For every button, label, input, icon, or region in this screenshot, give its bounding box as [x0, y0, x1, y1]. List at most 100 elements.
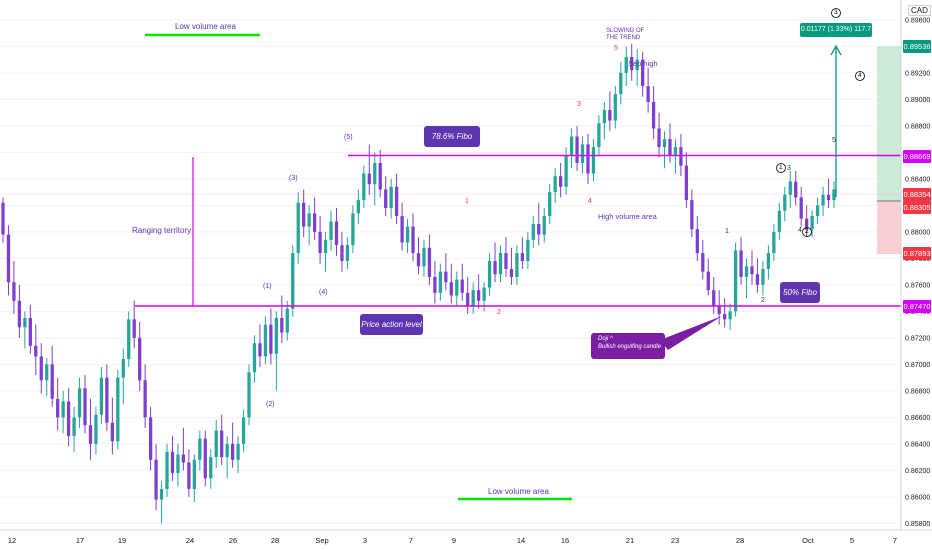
candle-body [493, 261, 497, 275]
candle-body [17, 300, 22, 328]
candle [487, 253, 492, 296]
candle-body [121, 359, 125, 378]
candle-body [646, 86, 650, 103]
candle [712, 276, 716, 315]
candle [777, 202, 781, 240]
candle [373, 152, 377, 206]
candle [17, 284, 22, 338]
candle [438, 263, 443, 301]
candle-body [832, 189, 836, 201]
candle-body [334, 221, 339, 246]
candle-body [553, 176, 557, 193]
wave-label-minor-1: 1 [725, 228, 729, 235]
candle [274, 311, 278, 391]
candle-body [509, 268, 514, 277]
candle [72, 406, 76, 452]
candle-body [247, 372, 251, 418]
candle-body [679, 147, 683, 166]
x-tick-label: 12 [8, 536, 16, 545]
candle [635, 49, 639, 87]
candle-body [367, 173, 371, 185]
candle-body [165, 451, 169, 489]
x-tick-label: 3 [363, 536, 367, 545]
wave-label-red-3: 3 [577, 101, 581, 108]
candle [132, 300, 136, 349]
candle-body [815, 205, 820, 216]
candle [1, 197, 5, 243]
candle-body [657, 128, 661, 148]
candle-body [192, 459, 196, 489]
candle [105, 364, 109, 431]
candle [832, 181, 836, 209]
wave-label-minor-4: 4 [798, 227, 802, 234]
candle [225, 435, 229, 479]
candle [351, 205, 355, 254]
candle-body [635, 59, 639, 71]
candle-body [411, 226, 415, 254]
candle [706, 258, 710, 296]
candle-body [132, 319, 136, 338]
candle-body [356, 200, 361, 214]
candle [498, 245, 503, 283]
measure-label: 0.01177 (1.33%) 117.7 [800, 23, 872, 37]
candle-body [487, 261, 492, 288]
candle-body [416, 253, 421, 267]
candle [569, 128, 574, 169]
candle-body [783, 194, 787, 211]
doji-callout-pointer [660, 316, 722, 350]
wave-label-1-paren: (1) [263, 283, 272, 290]
x-tick-label: 7 [409, 536, 413, 545]
candle [717, 290, 721, 325]
candle-body [340, 245, 344, 262]
candle-body [455, 279, 459, 296]
candle-body [154, 459, 158, 500]
candle [389, 178, 393, 219]
x-tick-label: 23 [671, 536, 679, 545]
candle-body [312, 213, 317, 232]
doji-label: Doji ^ [598, 336, 613, 342]
x-tick-label: 5 [850, 536, 854, 545]
candle-body [597, 123, 601, 148]
candle-body [105, 377, 109, 423]
candle-body [821, 194, 825, 206]
candle-body [56, 398, 60, 418]
candle-body [94, 414, 98, 444]
candle [810, 210, 814, 238]
candle-body [318, 231, 322, 254]
high-volume-label: High volume area [598, 212, 657, 221]
circle-wave-1-label: 1 [779, 164, 783, 171]
candle [641, 51, 645, 97]
candle-body [198, 438, 202, 460]
candle [657, 112, 661, 158]
y-tick-label: 0.86800 [905, 388, 930, 395]
x-tick-label: 9 [452, 536, 456, 545]
price-tag-stop: 0.87893 [903, 247, 931, 260]
candle [198, 430, 202, 471]
candle [597, 115, 601, 156]
candle-body [504, 253, 508, 269]
wave-label-3-paren: (3) [289, 175, 298, 182]
candle-body [717, 306, 721, 315]
candle-body [203, 438, 207, 479]
candle-body [788, 181, 792, 195]
candle [220, 414, 224, 466]
candle [99, 367, 104, 424]
candle-body [630, 56, 634, 71]
candle-body [34, 345, 38, 357]
candle [826, 178, 831, 209]
candle [537, 202, 541, 246]
candle [83, 374, 87, 434]
x-axis-ticks: 12 17 19 24 26 28 Sep 3 7 9 14 16 21 23 28 Oct 5 7 [8, 536, 897, 545]
candle [646, 67, 650, 113]
x-tick-label: Oct [802, 536, 815, 545]
candle-body [274, 318, 278, 354]
candle [476, 274, 481, 309]
candle-body [307, 213, 311, 227]
candle-body [269, 324, 273, 354]
circle-wave-4-marker [855, 71, 865, 81]
candle-body [77, 388, 82, 418]
wave-label-red-2: 2 [497, 309, 501, 316]
candle-body [61, 401, 65, 418]
